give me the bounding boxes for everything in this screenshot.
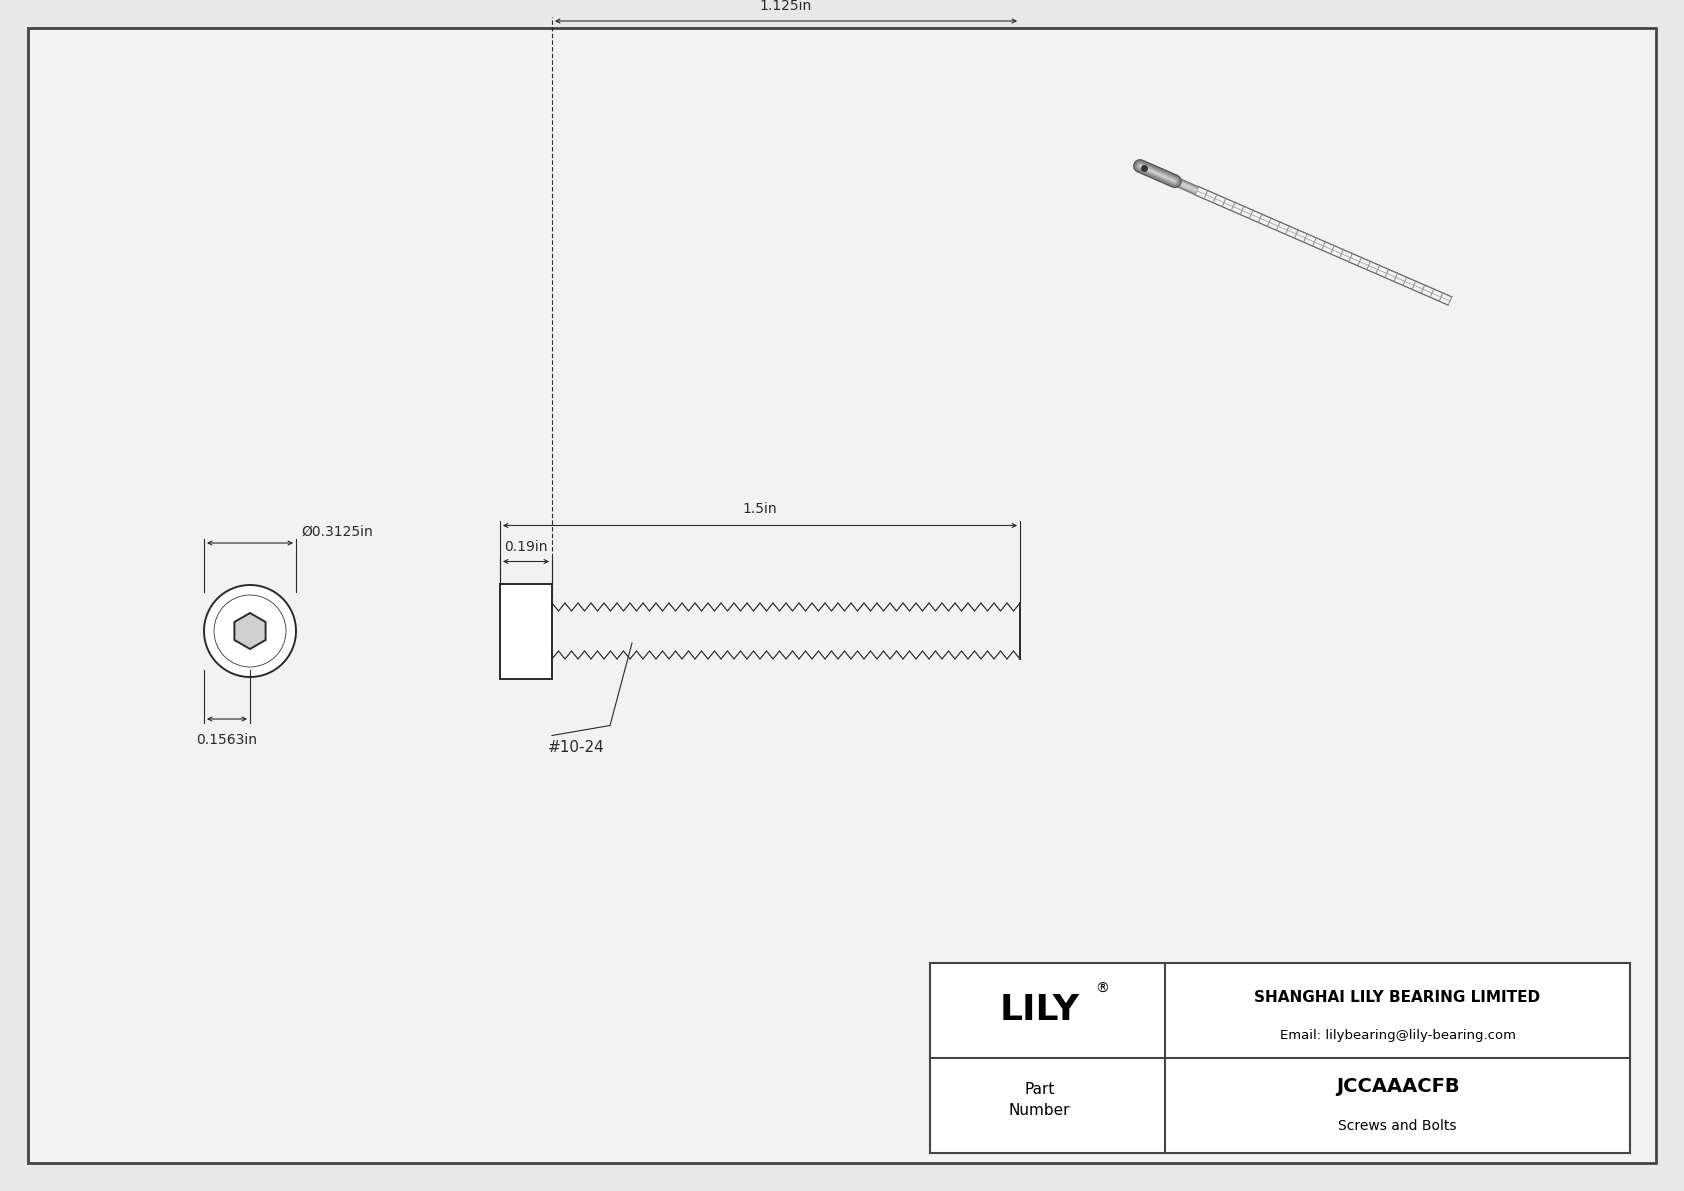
Text: Screws and Bolts: Screws and Bolts xyxy=(1339,1120,1457,1134)
Bar xyxy=(930,964,1630,1153)
Text: ®: ® xyxy=(1096,981,1110,996)
Text: SHANGHAI LILY BEARING LIMITED: SHANGHAI LILY BEARING LIMITED xyxy=(1255,990,1541,1005)
Text: #10-24: #10-24 xyxy=(547,741,605,755)
Text: 0.1563in: 0.1563in xyxy=(197,732,258,747)
Text: JCCAAACFB: JCCAAACFB xyxy=(1335,1077,1460,1096)
Text: LILY: LILY xyxy=(1000,993,1079,1028)
Circle shape xyxy=(214,596,286,667)
Text: 1.125in: 1.125in xyxy=(759,0,812,13)
Bar xyxy=(500,584,552,679)
Text: 1.5in: 1.5in xyxy=(743,501,778,516)
Circle shape xyxy=(204,585,296,676)
Text: 0.19in: 0.19in xyxy=(504,540,547,554)
Text: Email: lilybearing@lily-bearing.com: Email: lilybearing@lily-bearing.com xyxy=(1280,1029,1516,1042)
Polygon shape xyxy=(234,613,266,649)
Text: Ø0.3125in: Ø0.3125in xyxy=(301,525,372,540)
Text: Part
Number: Part Number xyxy=(1009,1081,1071,1118)
